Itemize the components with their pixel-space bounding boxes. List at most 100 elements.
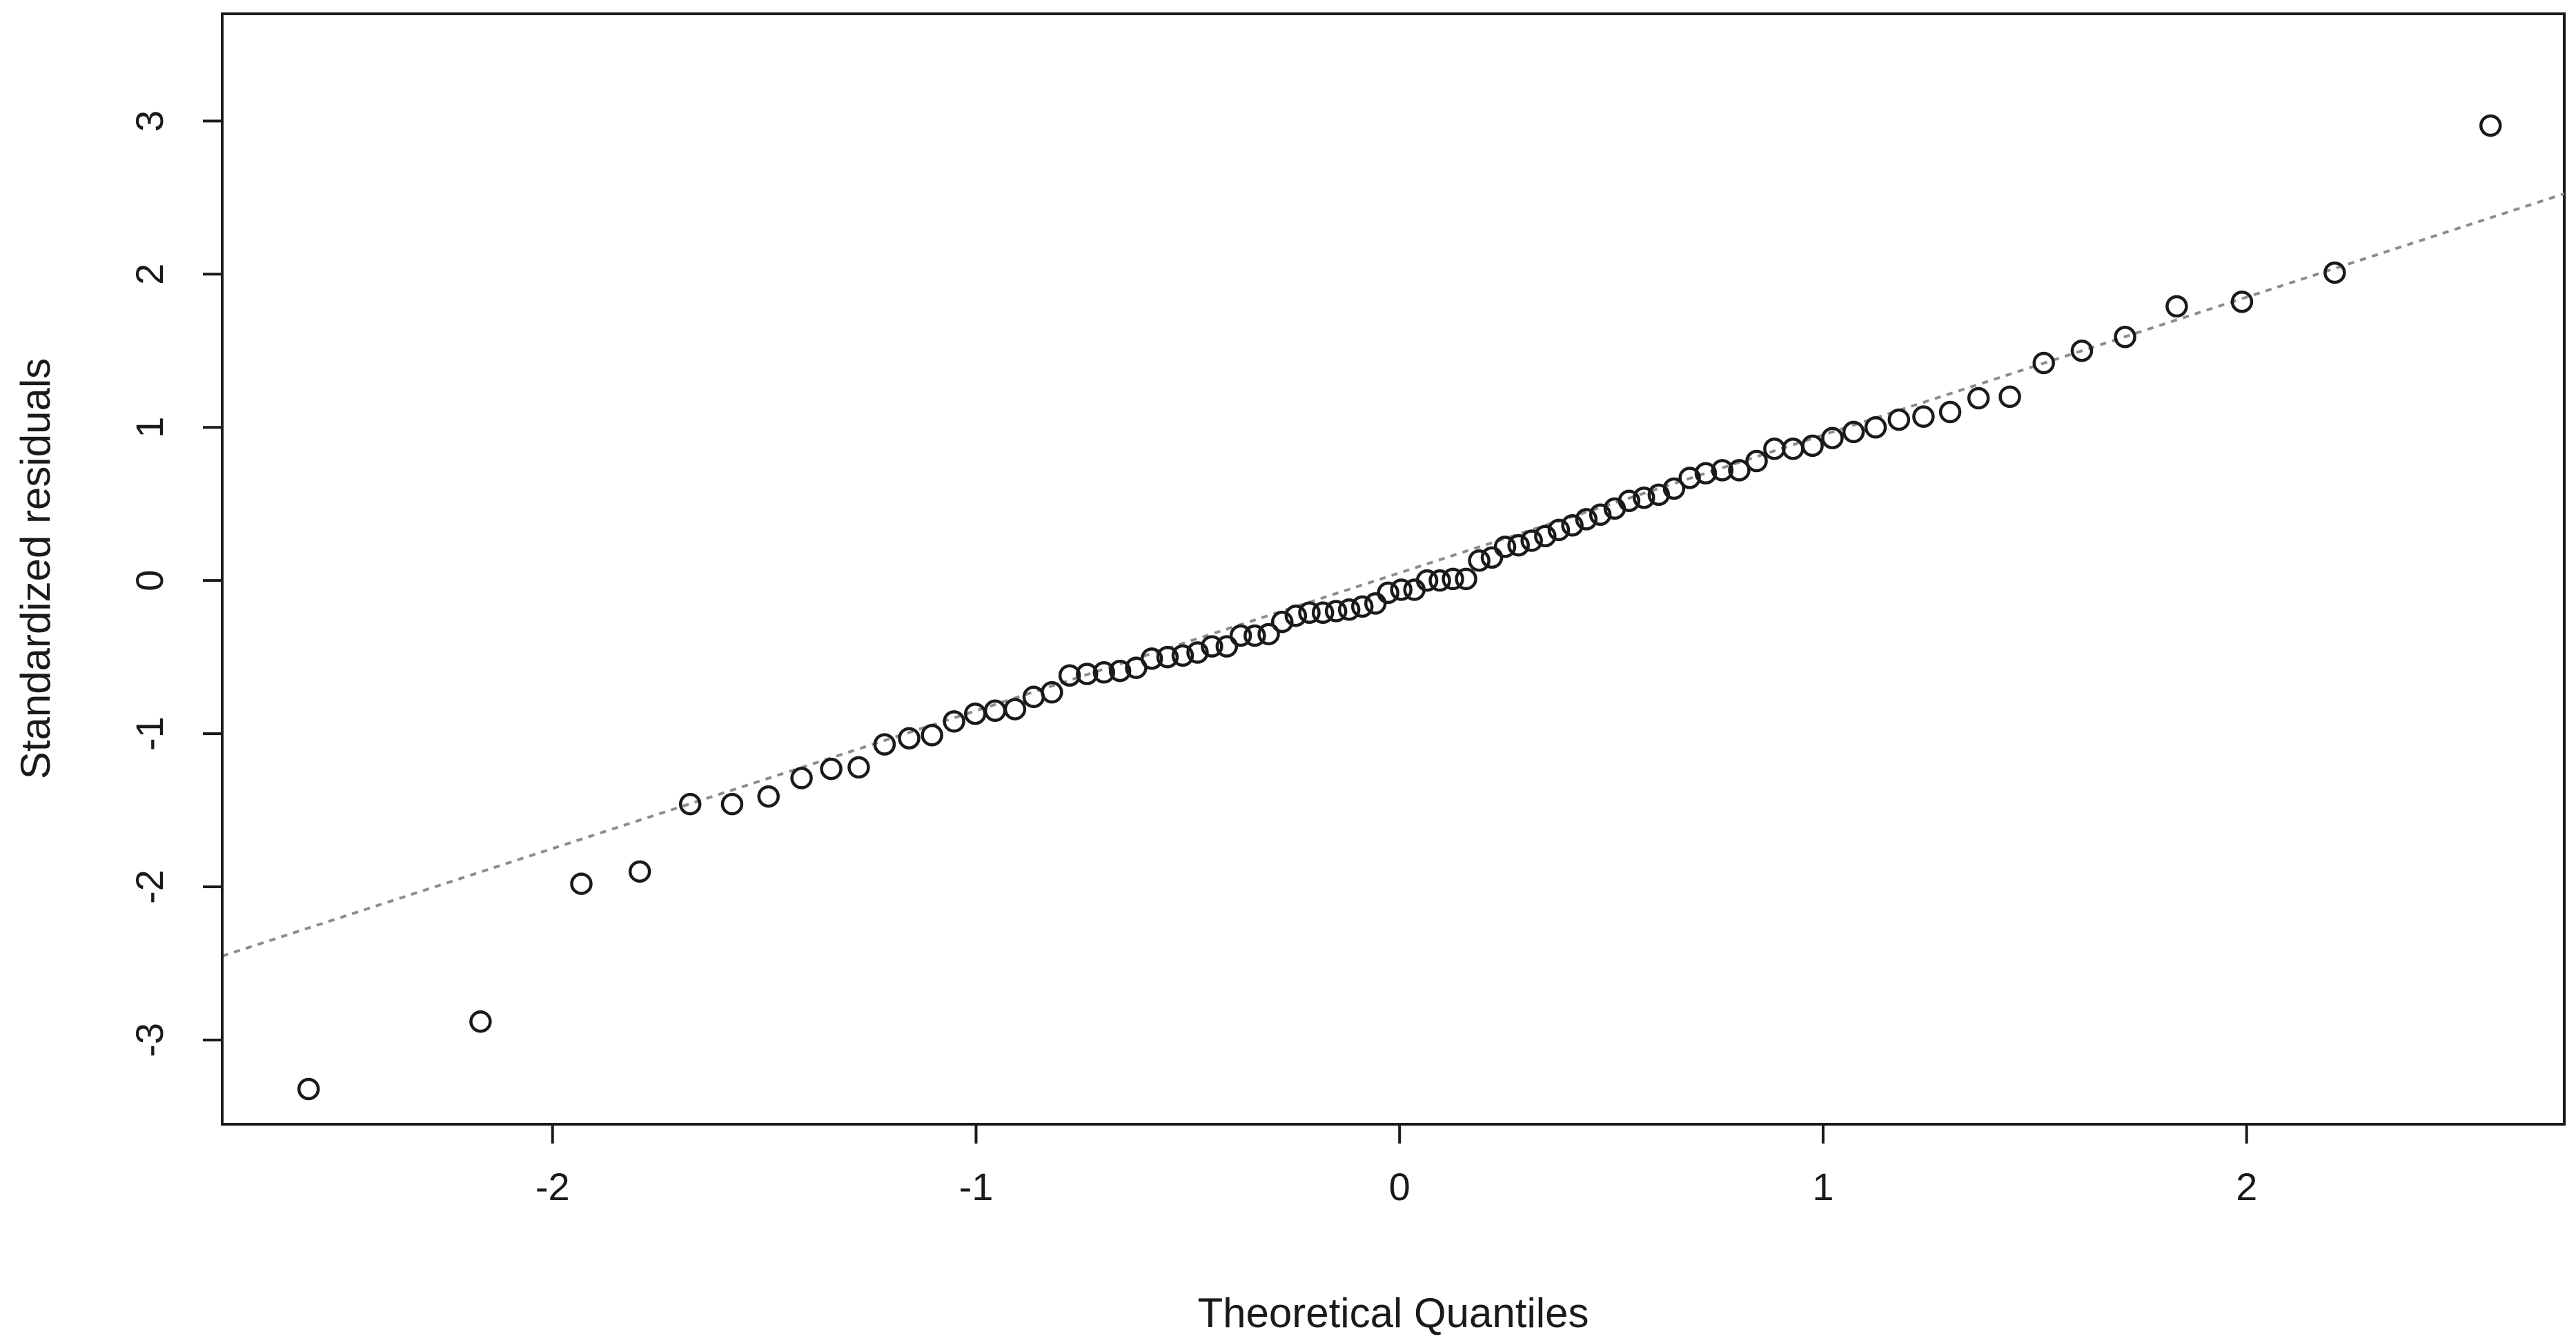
data-point bbox=[1311, 601, 1335, 625]
x-tick-label: -1 bbox=[959, 1165, 994, 1208]
x-tick-label: 1 bbox=[1812, 1165, 1833, 1208]
data-point bbox=[297, 1077, 320, 1101]
data-point bbox=[469, 1010, 492, 1033]
data-point bbox=[1140, 647, 1163, 670]
data-point bbox=[1561, 513, 1584, 537]
data-point bbox=[1428, 569, 1451, 592]
data-point bbox=[1003, 698, 1027, 720]
data-point bbox=[1967, 386, 1990, 410]
data-point bbox=[1171, 644, 1194, 667]
data-point bbox=[1298, 601, 1321, 625]
data-point bbox=[943, 710, 965, 733]
data-point bbox=[2032, 351, 2055, 375]
data-point bbox=[1842, 420, 1865, 444]
data-point bbox=[2230, 290, 2254, 313]
data-point bbox=[1076, 663, 1099, 685]
data-point bbox=[1324, 600, 1348, 623]
y-tick-label: 0 bbox=[128, 570, 171, 591]
data-point bbox=[570, 872, 593, 895]
data-point bbox=[1618, 489, 1641, 512]
data-point bbox=[1455, 567, 1477, 591]
data-point bbox=[1534, 525, 1557, 548]
x-axis: -2 -1 0 1 2 bbox=[535, 1123, 2257, 1208]
data-point bbox=[1887, 408, 1911, 431]
data-point bbox=[1215, 635, 1239, 658]
x-axis-title: Theoretical Quantiles bbox=[1198, 1290, 1589, 1336]
data-point bbox=[1801, 434, 1824, 458]
data-point bbox=[1022, 685, 1045, 709]
reference-line bbox=[222, 192, 2564, 958]
data-point bbox=[873, 733, 896, 756]
data-point bbox=[1377, 581, 1399, 605]
data-point bbox=[1243, 624, 1266, 647]
data-point bbox=[1998, 385, 2021, 409]
x-tick-label: -2 bbox=[535, 1165, 570, 1208]
data-point bbox=[1186, 641, 1209, 664]
data-point bbox=[1938, 400, 1962, 424]
data-point bbox=[1547, 518, 1571, 542]
data-point bbox=[2070, 339, 2094, 362]
data-point bbox=[790, 767, 813, 790]
data-point bbox=[1442, 567, 1464, 591]
data-point bbox=[1507, 533, 1530, 557]
data-point bbox=[1745, 449, 1768, 473]
data-point bbox=[678, 792, 702, 816]
y-tick-label: 2 bbox=[128, 264, 171, 285]
y-tick-label: -2 bbox=[128, 870, 171, 904]
data-point bbox=[921, 724, 943, 747]
data-point bbox=[1337, 598, 1361, 621]
data-point bbox=[2114, 326, 2136, 349]
data-point bbox=[1633, 487, 1655, 509]
data-point bbox=[1350, 595, 1374, 618]
data-point bbox=[1284, 604, 1308, 627]
x-tick-label: 2 bbox=[2236, 1165, 2257, 1208]
data-point bbox=[1415, 569, 1439, 592]
y-tick-label: -3 bbox=[128, 1023, 171, 1057]
data-point bbox=[847, 756, 870, 779]
data-point bbox=[1468, 549, 1491, 572]
data-point bbox=[1041, 680, 1063, 704]
data-point bbox=[1480, 546, 1504, 569]
data-point bbox=[1390, 578, 1413, 601]
data-points-layer bbox=[297, 114, 2502, 1101]
data-point bbox=[1678, 467, 1701, 489]
data-point bbox=[1763, 438, 1786, 460]
data-point bbox=[1694, 462, 1718, 485]
y-tick-label: 3 bbox=[128, 110, 171, 132]
data-point bbox=[1728, 459, 1751, 482]
data-point bbox=[2479, 114, 2502, 137]
data-point bbox=[1364, 592, 1387, 615]
data-point bbox=[1229, 624, 1252, 647]
data-point bbox=[1257, 623, 1280, 646]
data-point bbox=[1782, 438, 1805, 460]
data-point bbox=[2165, 295, 2188, 318]
data-point bbox=[1092, 661, 1116, 684]
data-point bbox=[1662, 477, 1686, 500]
data-point bbox=[1156, 645, 1179, 669]
data-point bbox=[1270, 610, 1294, 634]
data-point bbox=[720, 792, 744, 816]
data-point bbox=[1493, 536, 1517, 558]
data-point bbox=[1520, 529, 1543, 552]
data-point bbox=[820, 757, 843, 781]
data-point bbox=[1912, 405, 1935, 428]
data-point bbox=[1864, 415, 1887, 439]
data-point bbox=[1201, 635, 1223, 658]
data-point bbox=[2323, 261, 2346, 284]
data-point bbox=[1058, 664, 1081, 687]
reference-line-layer bbox=[222, 192, 2564, 958]
y-axis: -3 -2 -1 0 1 2 3 bbox=[128, 110, 224, 1057]
plot-area-frame bbox=[221, 12, 2566, 1126]
y-tick-label: 1 bbox=[128, 417, 171, 438]
data-point bbox=[1575, 508, 1598, 531]
data-point bbox=[1108, 659, 1132, 683]
data-point bbox=[898, 727, 921, 749]
data-point bbox=[1589, 503, 1612, 526]
x-tick-label: 0 bbox=[1389, 1165, 1410, 1208]
data-point bbox=[1711, 459, 1734, 482]
data-point bbox=[757, 785, 780, 808]
data-point bbox=[1821, 427, 1844, 449]
data-point bbox=[628, 860, 651, 883]
y-axis-title: Standardized residuals bbox=[12, 358, 59, 779]
